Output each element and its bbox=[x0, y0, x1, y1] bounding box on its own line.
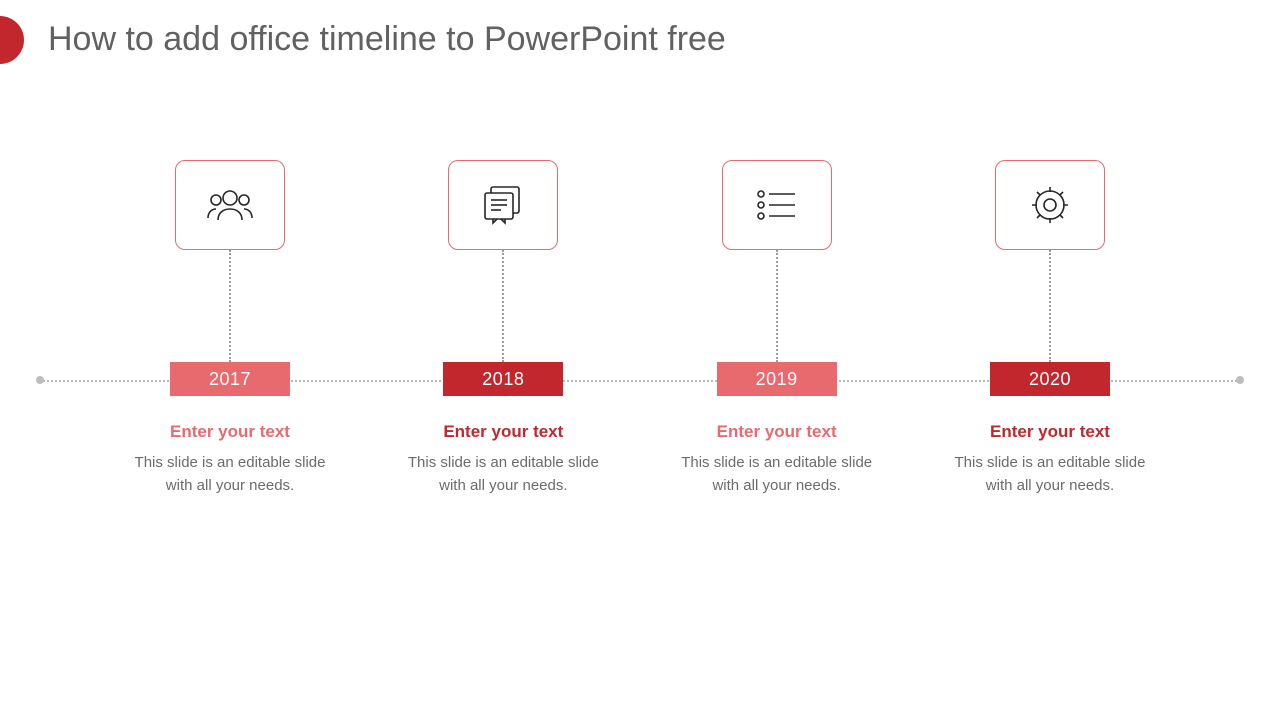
page-title: How to add office timeline to PowerPoint… bbox=[48, 20, 726, 59]
item-body: This slide is an editable slide with all… bbox=[677, 452, 877, 497]
gear-icon bbox=[1029, 184, 1071, 226]
item-subtitle: Enter your text bbox=[170, 422, 290, 442]
item-body: This slide is an editable slide with all… bbox=[950, 452, 1150, 497]
icon-box bbox=[175, 160, 285, 250]
year-badge: 2019 bbox=[717, 362, 837, 396]
timeline-item-2019: 2019 Enter your text This slide is an ed… bbox=[667, 160, 887, 540]
timeline-items: 2017 Enter your text This slide is an ed… bbox=[120, 160, 1160, 540]
year-badge: 2018 bbox=[443, 362, 563, 396]
year-badge: 2020 bbox=[990, 362, 1110, 396]
item-body: This slide is an editable slide with all… bbox=[403, 452, 603, 497]
timeline-item-2017: 2017 Enter your text This slide is an ed… bbox=[120, 160, 340, 540]
icon-box bbox=[722, 160, 832, 250]
axis-end-dot bbox=[1236, 376, 1244, 384]
year-badge: 2017 bbox=[170, 362, 290, 396]
accent-semicircle bbox=[0, 16, 24, 64]
people-icon bbox=[207, 186, 253, 224]
axis-start-dot bbox=[36, 376, 44, 384]
item-subtitle: Enter your text bbox=[443, 422, 563, 442]
list-icon bbox=[755, 188, 799, 222]
connector-line bbox=[229, 250, 231, 362]
icon-box bbox=[995, 160, 1105, 250]
timeline-item-2018: 2018 Enter your text This slide is an ed… bbox=[393, 160, 613, 540]
connector-line bbox=[776, 250, 778, 362]
document-icon bbox=[481, 185, 525, 225]
timeline: 2017 Enter your text This slide is an ed… bbox=[0, 160, 1280, 540]
connector-line bbox=[1049, 250, 1051, 362]
connector-line bbox=[502, 250, 504, 362]
item-body: This slide is an editable slide with all… bbox=[130, 452, 330, 497]
timeline-item-2020: 2020 Enter your text This slide is an ed… bbox=[940, 160, 1160, 540]
item-subtitle: Enter your text bbox=[717, 422, 837, 442]
item-subtitle: Enter your text bbox=[990, 422, 1110, 442]
icon-box bbox=[448, 160, 558, 250]
